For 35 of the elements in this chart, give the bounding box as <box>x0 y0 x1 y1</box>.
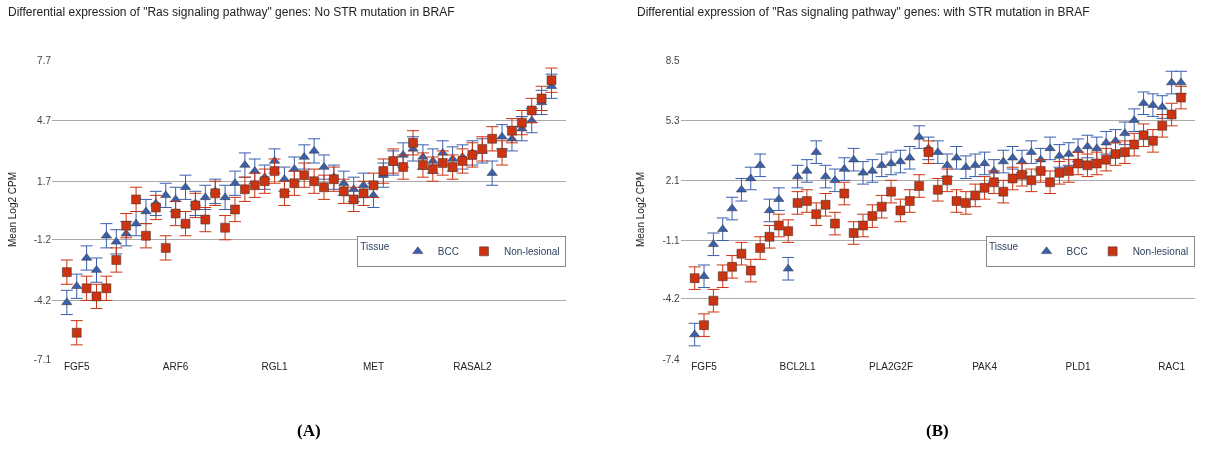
x-tick-label: MET <box>362 361 385 372</box>
x-tick-label: ARF6 <box>162 361 189 372</box>
y-axis-title: Mean Log2 CPM <box>635 171 647 248</box>
y-tick-label: 1.7 <box>37 175 52 187</box>
y-tick-label: 4.7 <box>37 115 52 127</box>
text: (A) <box>297 421 321 440</box>
y-tick-label: 8.5 <box>665 54 681 66</box>
legend-label: Non-lesional <box>504 246 560 258</box>
x-tick-label: RAC1 <box>1158 361 1186 372</box>
x-tick-label: PAK4 <box>972 361 998 372</box>
y-tick-label: -1.2 <box>33 234 52 246</box>
text: (B) <box>926 421 949 440</box>
y-tick-label: -4.2 <box>33 294 52 306</box>
y-axis-title: Mean Log2 CPM <box>6 171 18 248</box>
y-tick-label: 2.1 <box>665 174 681 186</box>
legend-title: Tissue <box>989 240 1019 252</box>
y-tick-label: 5.3 <box>665 114 681 126</box>
x-tick-label: BCL2L1 <box>779 361 817 372</box>
legend-label: BCC <box>1066 246 1088 258</box>
chart-title: Differential expression of "Ras signaling pathway" genes: No STR mutation in BRAF <box>8 5 455 19</box>
y-tick-label: 7.7 <box>37 54 52 66</box>
legend-label: BCC <box>437 246 459 258</box>
chart-title: Differential expression of "Ras signaling pathway" genes: with STR mutation in BRAF <box>637 5 1090 19</box>
y-tick-label: -7.4 <box>662 353 681 365</box>
legend-label: Non-lesional <box>1132 246 1189 258</box>
x-tick-label: RGL1 <box>261 361 289 372</box>
x-tick-label: PLA2G2F <box>869 361 914 372</box>
y-tick-label: -4.2 <box>662 293 681 305</box>
y-tick-label: -1.1 <box>662 235 681 247</box>
x-tick-label: FGF5 <box>691 361 718 372</box>
x-tick-label: RASAL2 <box>453 361 492 372</box>
x-tick-label: PLD1 <box>1065 361 1092 372</box>
legend-title: Tissue <box>360 240 390 252</box>
y-tick-label: -7.1 <box>33 353 52 365</box>
x-tick-label: FGF5 <box>63 361 90 372</box>
